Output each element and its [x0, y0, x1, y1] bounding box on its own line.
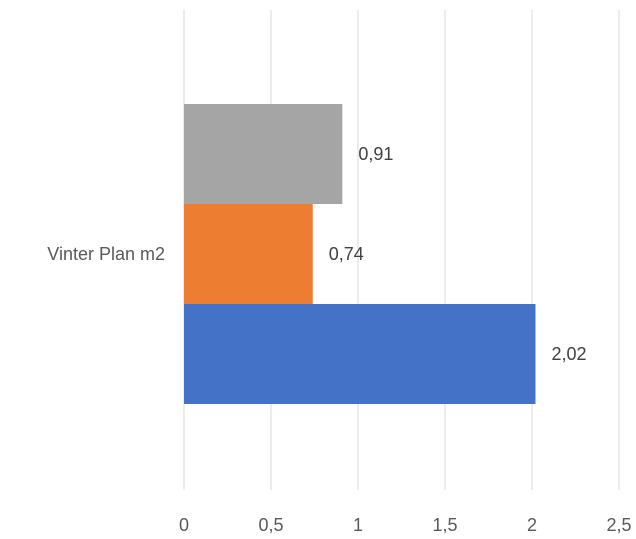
- bar-series-3: [184, 104, 343, 204]
- data-labels: 2,02 0,74 0,91: [329, 144, 587, 364]
- bar-series-1: [184, 304, 536, 404]
- x-tick-label: 0: [179, 515, 189, 535]
- data-label-series-2: 0,74: [329, 244, 364, 264]
- bars: [184, 104, 536, 404]
- bar-series-2: [184, 204, 313, 304]
- data-label-series-1: 2,02: [551, 344, 586, 364]
- x-axis-ticks: 0 0,5 1 1,5 2 2,5: [179, 515, 632, 535]
- data-label-series-3: 0,91: [358, 144, 393, 164]
- x-tick-label: 2,5: [606, 515, 631, 535]
- x-tick-label: 2: [527, 515, 537, 535]
- x-tick-label: 0,5: [258, 515, 283, 535]
- x-tick-label: 1,5: [432, 515, 457, 535]
- x-tick-label: 1: [353, 515, 363, 535]
- category-label: Vinter Plan m2: [47, 244, 165, 264]
- gridlines: [183, 10, 620, 490]
